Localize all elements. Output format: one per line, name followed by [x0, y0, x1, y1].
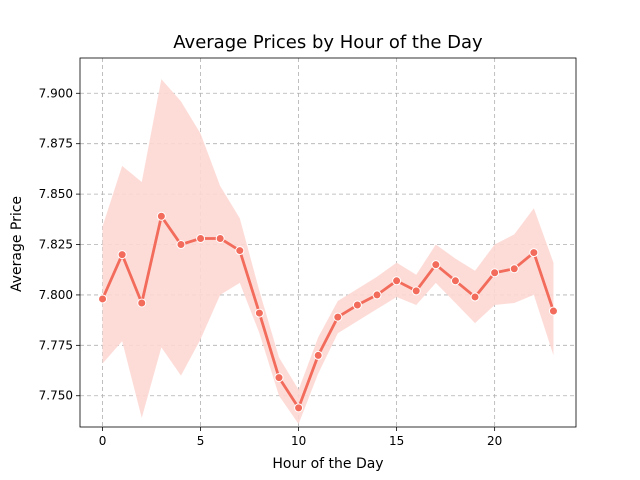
- chart-title: Average Prices by Hour of the Day: [173, 32, 483, 53]
- y-tick-label: 7.750: [39, 389, 73, 403]
- y-tick-label: 7.900: [39, 86, 73, 100]
- x-axis-label: Hour of the Day: [272, 456, 383, 472]
- data-point: [470, 292, 480, 302]
- plot-area-frame: [79, 57, 577, 428]
- y-tick-label: 7.875: [39, 137, 73, 151]
- data-point: [490, 268, 500, 278]
- data-point: [254, 308, 264, 318]
- series-line: [101, 214, 555, 410]
- data-point: [196, 233, 206, 243]
- data-points: [98, 211, 558, 413]
- data-point: [411, 286, 421, 296]
- x-axis: 0 5 10 15 20: [99, 427, 502, 448]
- data-point: [352, 300, 362, 310]
- y-tick-label: 7.850: [39, 187, 73, 201]
- x-tick-label: 20: [487, 434, 502, 448]
- data-point: [450, 276, 460, 286]
- data-point: [509, 264, 519, 274]
- data-point: [156, 211, 166, 221]
- y-tick-label: 7.800: [39, 288, 73, 302]
- data-point: [392, 276, 402, 286]
- data-point: [137, 298, 147, 308]
- data-point: [235, 246, 245, 256]
- confidence-band: [102, 79, 554, 424]
- data-point: [294, 403, 304, 413]
- data-point: [176, 240, 186, 250]
- data-point: [548, 306, 558, 316]
- data-point: [333, 312, 343, 322]
- data-point: [117, 250, 127, 260]
- data-point: [313, 350, 323, 360]
- data-point: [372, 290, 382, 300]
- x-tick-label: 0: [99, 434, 107, 448]
- x-tick-label: 15: [389, 434, 404, 448]
- data-point: [274, 373, 284, 383]
- y-axis: 7.750 7.775 7.800 7.825 7.850 7.875 7.900: [39, 86, 80, 403]
- y-tick-label: 7.825: [39, 238, 73, 252]
- data-point: [529, 248, 539, 258]
- y-axis-label: Average Price: [9, 196, 25, 292]
- data-point: [215, 233, 225, 243]
- x-tick-label: 10: [291, 434, 306, 448]
- x-tick-label: 5: [197, 434, 205, 448]
- y-tick-label: 7.775: [39, 338, 73, 352]
- data-point: [431, 260, 441, 270]
- data-point: [98, 294, 108, 304]
- grid: [80, 58, 576, 427]
